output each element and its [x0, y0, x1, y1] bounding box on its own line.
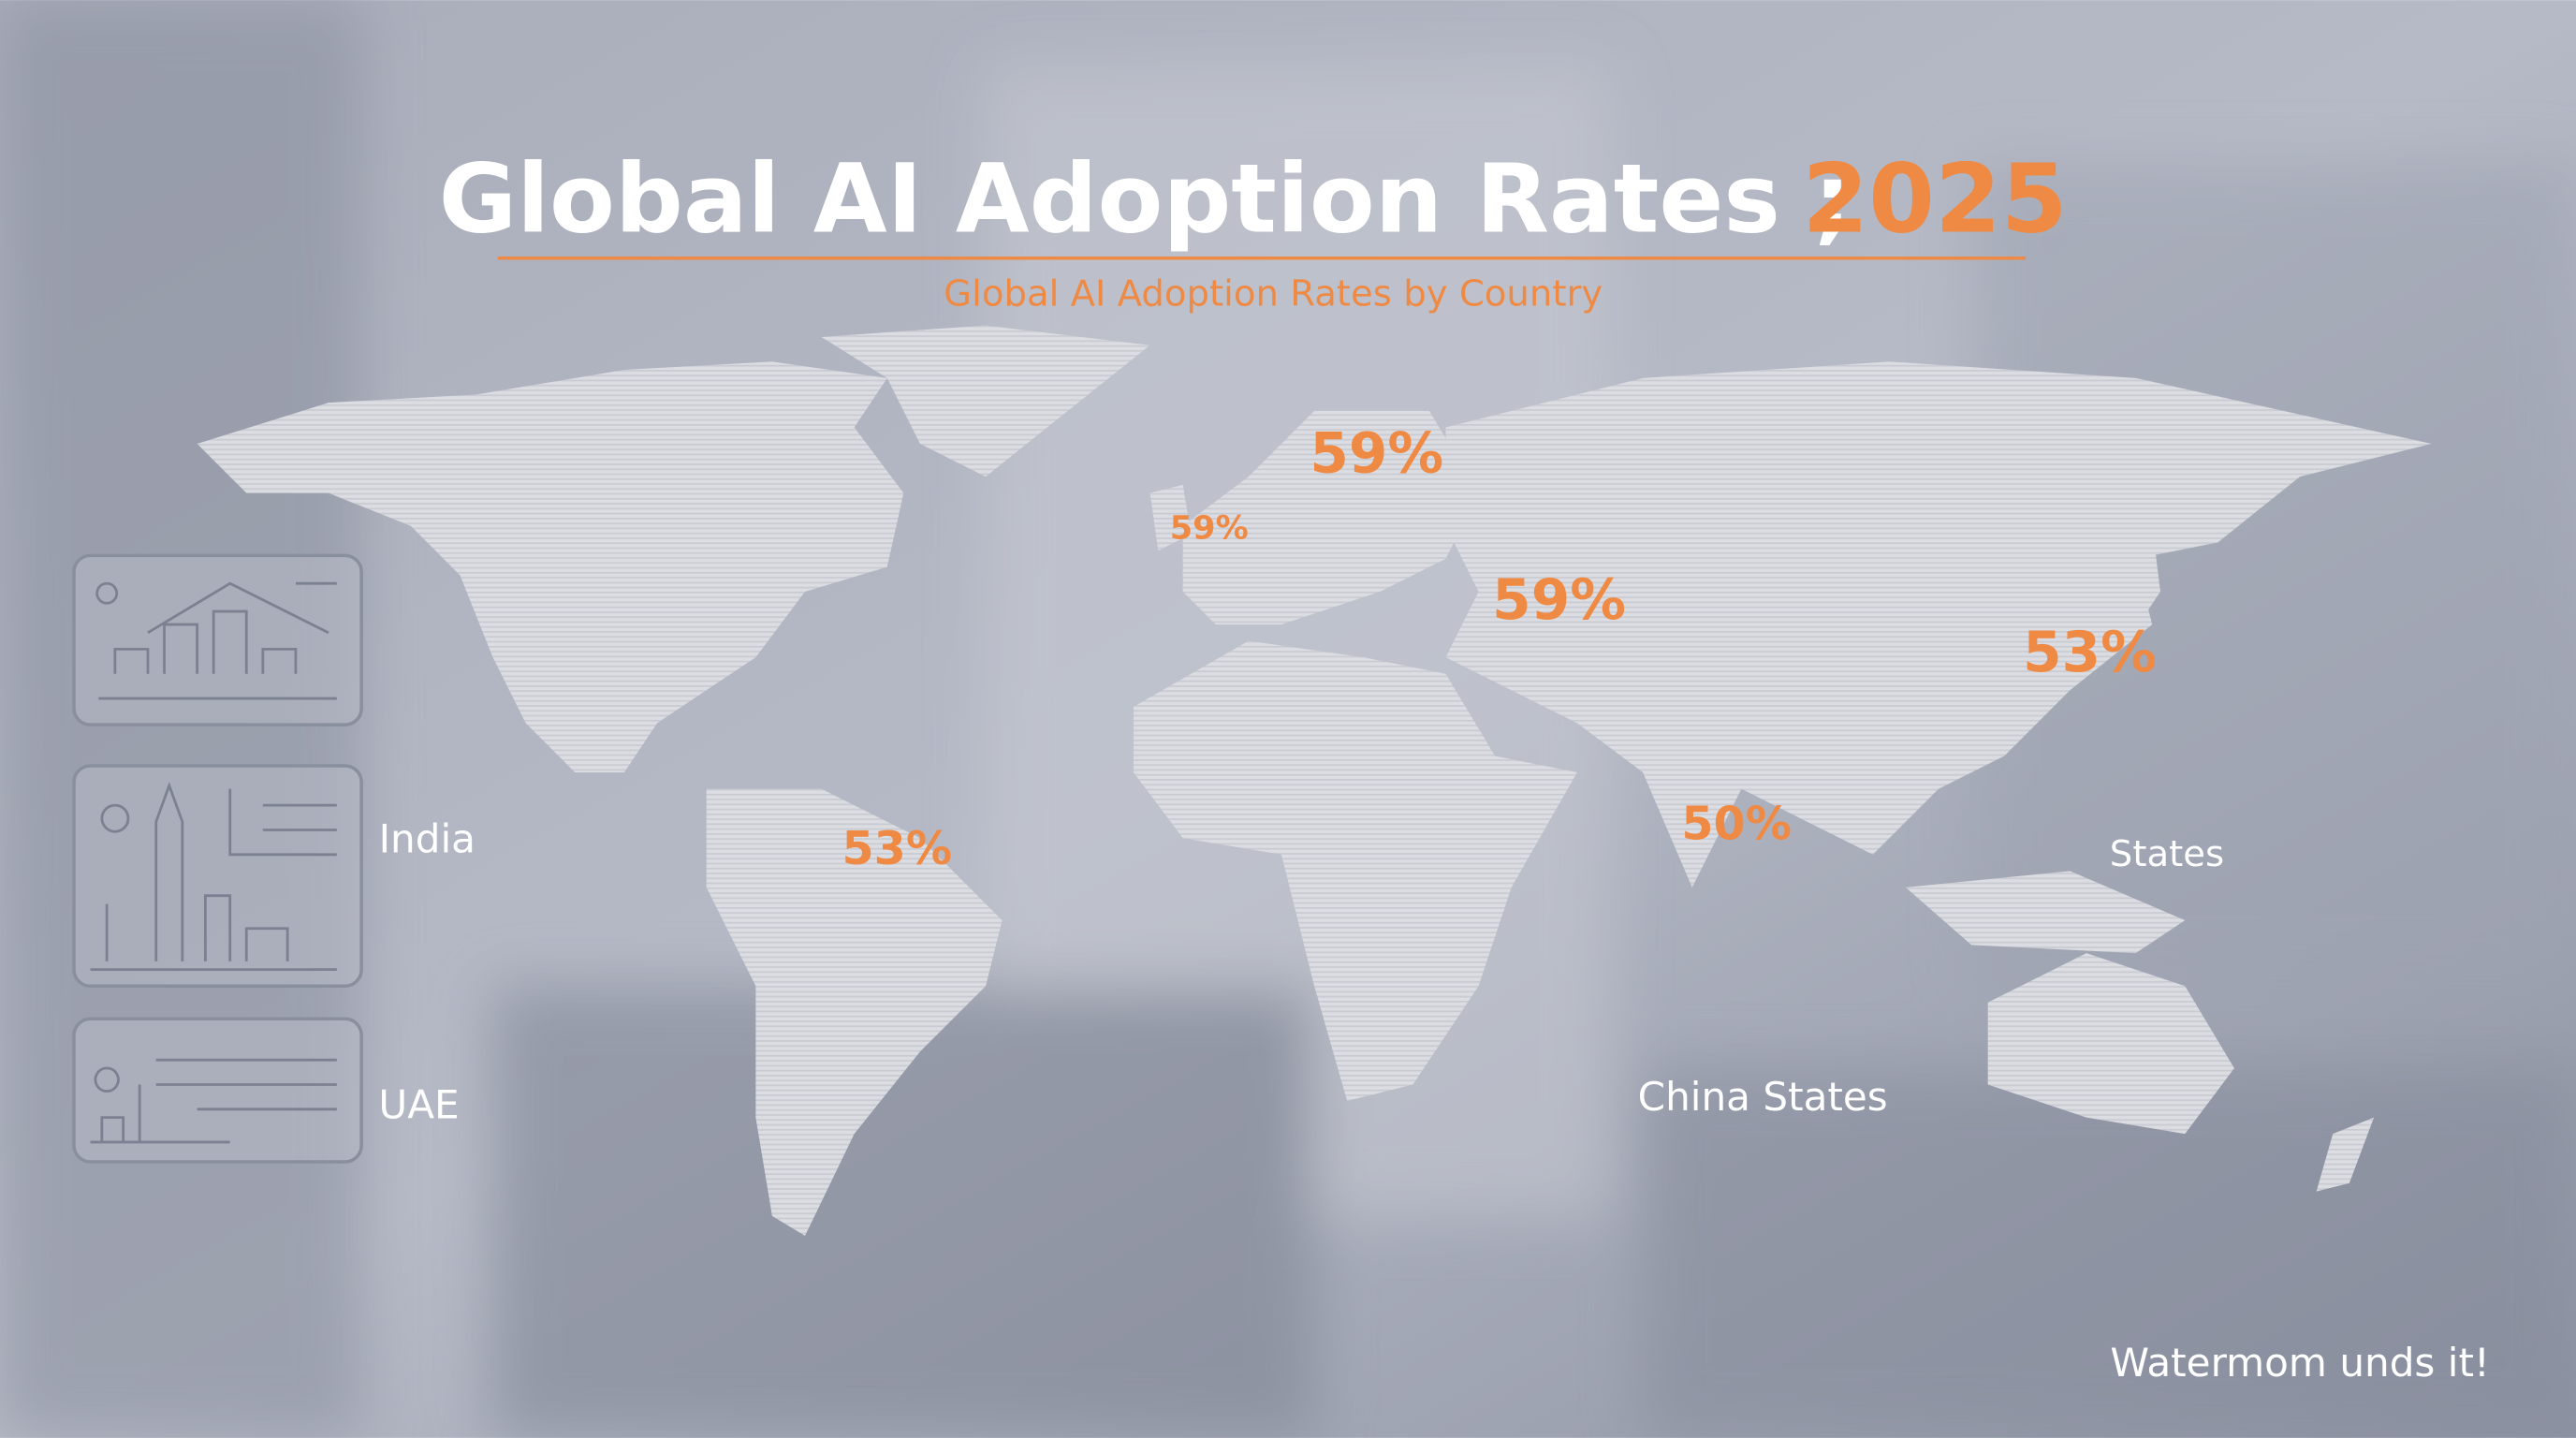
subtitle: Global AI Adoption Rates by Country — [944, 273, 1603, 315]
map-label: 53% — [2023, 621, 2157, 685]
map-label: States — [2110, 833, 2224, 875]
icon-drawing — [95, 581, 337, 700]
icon-drawing — [90, 1058, 337, 1144]
side-label: UAE — [378, 1082, 459, 1128]
world-map — [197, 325, 2432, 1236]
icon-panel — [72, 1017, 363, 1164]
map-label: 53% — [842, 821, 952, 875]
watermark: Watermom unds it! — [2110, 1340, 2489, 1386]
map-label: 59% — [1310, 422, 1443, 487]
title-year: 2025 — [1802, 144, 2067, 255]
map-label: 59% — [1170, 508, 1249, 547]
icon-drawing — [90, 781, 337, 972]
map-label: 59% — [1492, 568, 1626, 633]
title: Global AI Adoption Rates ; — [439, 144, 1852, 255]
icon-panels — [72, 553, 363, 1164]
side-label: India — [379, 815, 476, 861]
icon-panel — [72, 764, 363, 988]
icon-panel — [72, 553, 363, 726]
map-label: 50% — [1681, 796, 1792, 850]
map-label: China States — [1638, 1074, 1888, 1120]
